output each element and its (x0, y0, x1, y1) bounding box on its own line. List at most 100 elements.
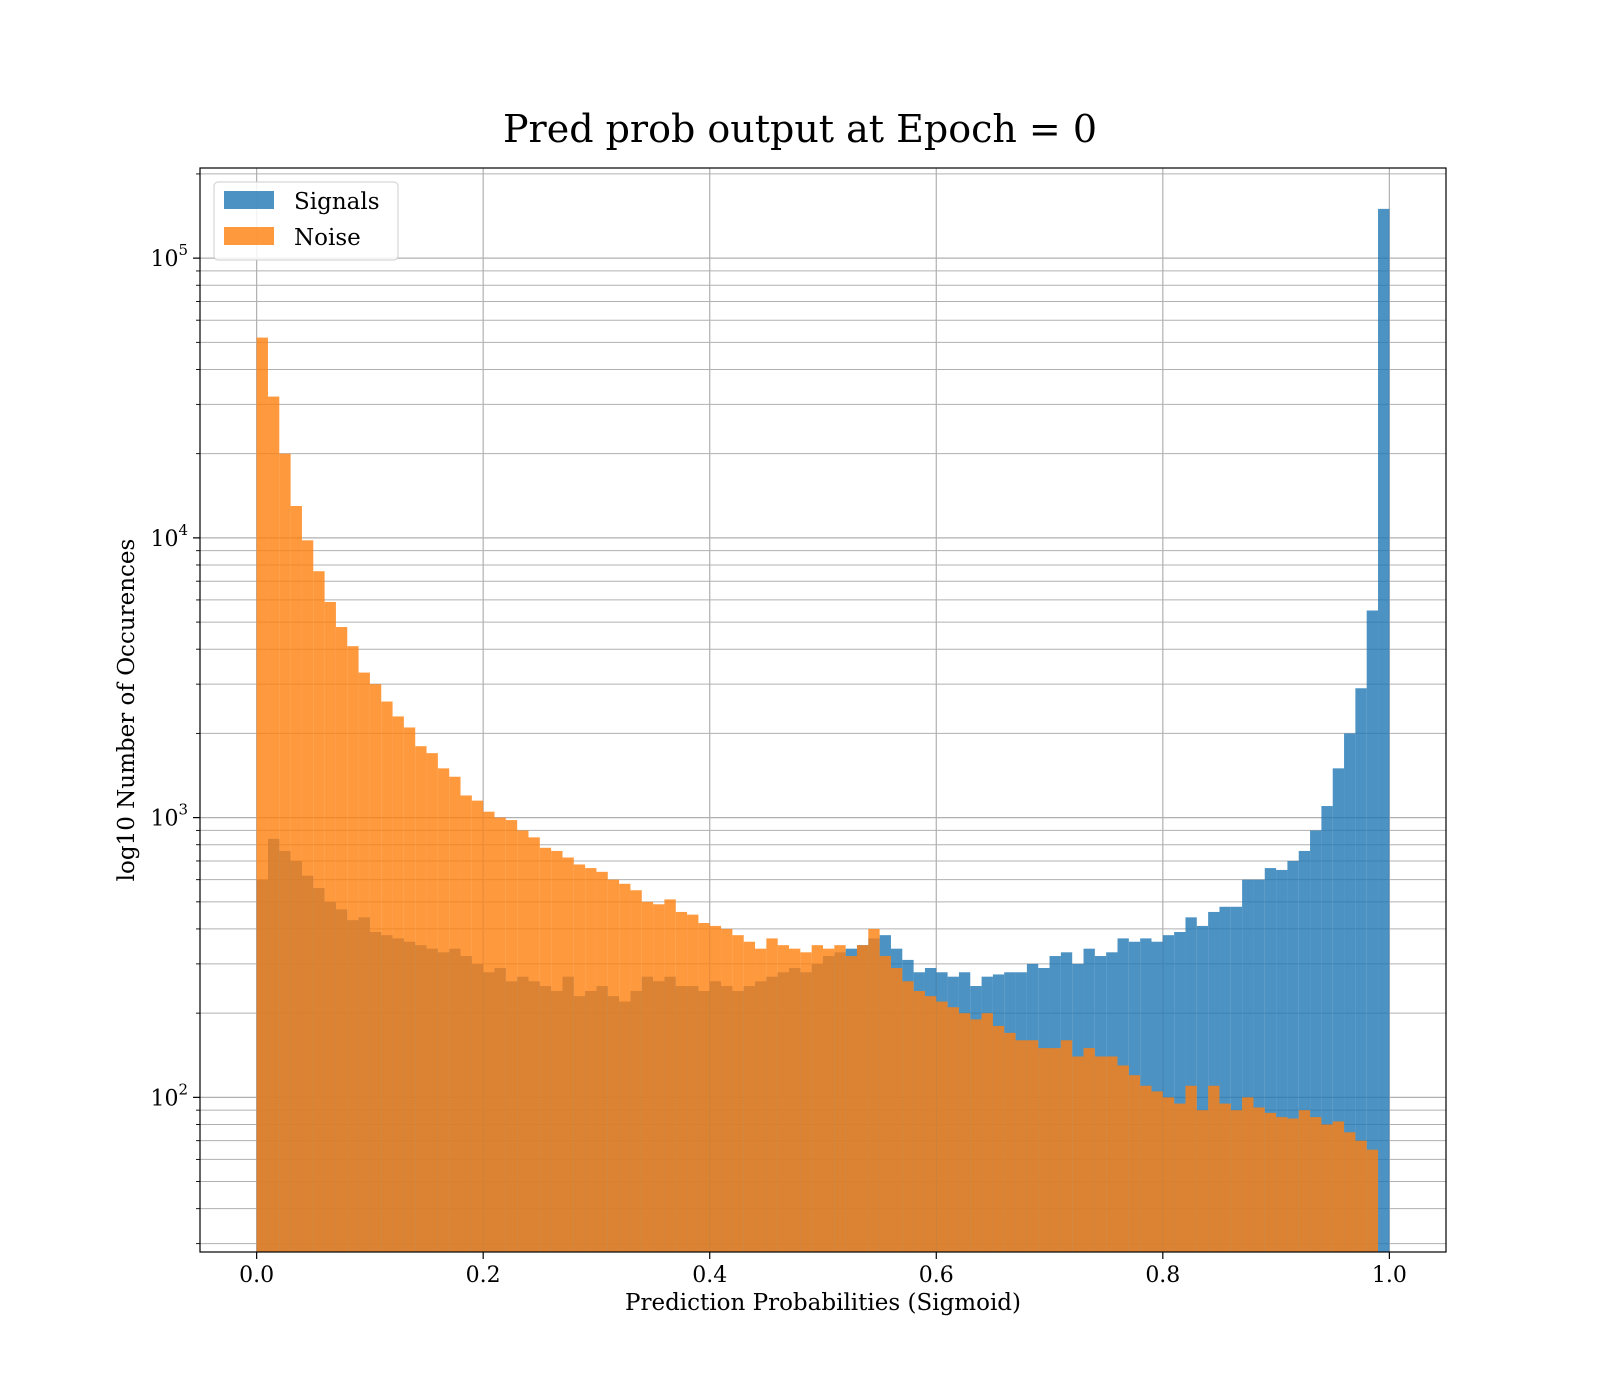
x-tick-label: 1.0 (1372, 1263, 1407, 1288)
bar-noise (494, 817, 506, 1252)
legend: Signals Noise (213, 181, 399, 261)
x-tick-label: 0.2 (466, 1263, 501, 1288)
bar-noise (369, 684, 382, 1252)
bar-noise (1310, 1117, 1322, 1252)
bar-signals (1253, 879, 1265, 1252)
bar-noise (913, 990, 925, 1252)
bar-noise (1094, 1056, 1107, 1252)
bar-noise (755, 948, 767, 1252)
bar-noise (1332, 1121, 1345, 1252)
bar-noise (890, 967, 903, 1252)
bar-noise (709, 925, 722, 1252)
bar-signals (1196, 925, 1209, 1252)
bar-noise (1162, 1097, 1175, 1252)
plot-frame (199, 167, 1447, 1253)
bar-noise (687, 914, 699, 1252)
bar-noise (675, 911, 688, 1252)
bar-noise (460, 795, 472, 1252)
bar-noise (483, 811, 495, 1252)
bar-noise (834, 945, 846, 1252)
bar-signals (1321, 806, 1333, 1252)
bar-noise (471, 800, 484, 1252)
bar-noise (1106, 1056, 1118, 1252)
bar-noise (743, 941, 756, 1252)
y-tick-label: 104 (150, 521, 188, 552)
bar-noise (290, 506, 302, 1252)
bar-noise (1219, 1103, 1231, 1252)
bar-noise (619, 883, 631, 1252)
bar-noise (573, 864, 586, 1252)
bar-noise (607, 879, 620, 1252)
bar-noise (630, 890, 642, 1252)
bar-signals (1264, 868, 1277, 1252)
bar-noise (562, 857, 574, 1252)
bar-noise (1038, 1048, 1050, 1252)
bar-noise (596, 871, 608, 1252)
bar-noise (1344, 1132, 1356, 1252)
bar-noise (551, 850, 563, 1252)
x-tick-label: 0.0 (239, 1263, 274, 1288)
bar-signals (1378, 208, 1390, 1253)
bar-noise (347, 646, 359, 1252)
bar-noise (1298, 1110, 1311, 1252)
bar-noise (800, 952, 812, 1252)
bar-noise (1015, 1040, 1027, 1252)
bar-noise (766, 938, 778, 1252)
bar-noise (279, 453, 291, 1253)
bar-noise (653, 904, 665, 1252)
bar-noise (1321, 1124, 1333, 1252)
y-tick-label: 102 (150, 1080, 188, 1111)
bar-signals (1298, 850, 1311, 1252)
bar-noise (721, 928, 733, 1252)
bar-noise (1049, 1048, 1061, 1252)
legend-label-signals: Signals (294, 189, 380, 215)
bar-noise (301, 540, 314, 1252)
bar-signals (1174, 932, 1186, 1252)
bar-noise (585, 868, 597, 1252)
bar-noise (777, 945, 790, 1252)
x-tick-label: 0.8 (1145, 1263, 1180, 1288)
bar-noise (641, 901, 654, 1252)
bar-noise (1026, 1040, 1039, 1252)
bar-noise (392, 716, 404, 1252)
bar-signals (1287, 860, 1299, 1252)
bar-noise (1117, 1065, 1129, 1252)
bar-noise (1072, 1056, 1084, 1252)
bar-noise (992, 1025, 1005, 1252)
bar-noise (823, 948, 835, 1252)
y-axis-label: log10 Number of Occurences (114, 539, 140, 882)
bar-noise (1185, 1085, 1197, 1252)
x-tick-label: 0.6 (919, 1263, 954, 1288)
bar-noise (924, 996, 937, 1252)
bar-noise (811, 945, 823, 1252)
bar-noise (958, 1013, 971, 1252)
bar-noise (449, 776, 461, 1252)
bar-noise (970, 1019, 982, 1252)
legend-label-noise: Noise (294, 225, 361, 251)
bar-noise (902, 981, 914, 1252)
chart-title: Pred prob output at Epoch = 0 (503, 107, 1097, 151)
bar-noise (358, 672, 370, 1252)
bar-noise (732, 935, 744, 1252)
x-tick-label: 0.4 (692, 1263, 727, 1288)
bar-signals (1242, 879, 1254, 1252)
x-axis-label: Prediction Probabilities (Sigmoid) (625, 1290, 1021, 1316)
bar-signals (1310, 830, 1322, 1252)
legend-swatch-noise (224, 227, 274, 245)
bar-noise (426, 753, 438, 1252)
bars (256, 208, 1390, 1253)
bar-noise (1196, 1110, 1209, 1252)
series-noise (256, 337, 1379, 1253)
bar-noise (1004, 1032, 1016, 1252)
bar-noise (789, 948, 801, 1252)
bar-noise (1060, 1040, 1073, 1252)
x-axis-ticks: 0.0 0.2 0.4 0.6 0.8 1.0 (239, 1252, 1407, 1288)
bar-noise (403, 727, 416, 1252)
bar-noise (437, 768, 450, 1252)
bar-noise (845, 956, 857, 1252)
bar-noise (1208, 1085, 1220, 1252)
bar-signals (1185, 917, 1197, 1252)
bar-noise (1287, 1118, 1299, 1252)
bar-noise (947, 1007, 959, 1252)
